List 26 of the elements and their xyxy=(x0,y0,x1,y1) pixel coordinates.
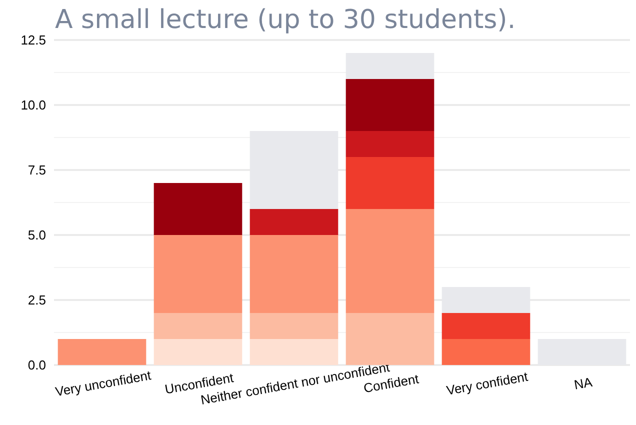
bar xyxy=(154,183,242,235)
bar xyxy=(154,235,242,313)
bar xyxy=(154,313,242,339)
bar xyxy=(154,339,242,365)
y-tick-label: 10.0 xyxy=(20,98,46,112)
bar xyxy=(250,209,338,235)
bar xyxy=(58,339,146,365)
x-tick-label: Very confident xyxy=(445,368,530,398)
y-tick-label: 2.5 xyxy=(28,292,46,308)
bar xyxy=(346,157,434,209)
bar xyxy=(250,235,338,313)
bar xyxy=(442,313,530,339)
bar xyxy=(346,209,434,313)
y-tick-label: 12.5 xyxy=(20,32,46,48)
bar xyxy=(346,313,434,365)
bar xyxy=(346,79,434,131)
chart-title: A small lecture (up to 30 students). xyxy=(55,5,516,35)
bar xyxy=(250,313,338,339)
x-tick-label: NA xyxy=(572,374,594,392)
x-tick-label: Very unconfident xyxy=(54,368,152,400)
bar xyxy=(442,339,530,365)
bar xyxy=(250,339,338,365)
bar xyxy=(346,131,434,157)
y-tick-label: 5.0 xyxy=(28,228,46,242)
y-tick-label: 0.0 xyxy=(28,358,46,372)
y-tick-label: 7.5 xyxy=(28,162,46,178)
